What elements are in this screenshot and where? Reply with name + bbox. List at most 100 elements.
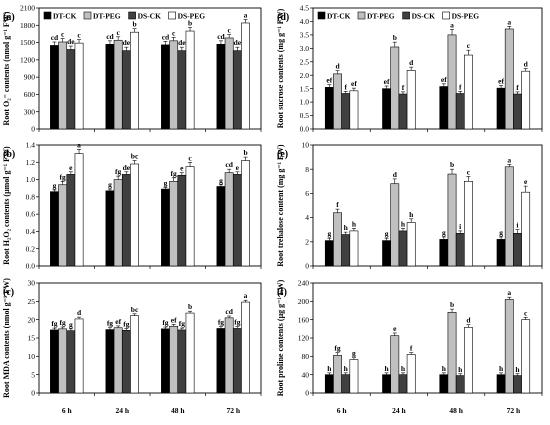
y-tick-label: 25 [28,297,36,306]
significance-letter: e [180,164,184,173]
significance-letter: h [352,219,357,228]
bar-ds-peg [241,22,250,130]
bar-dt-ck [439,374,449,394]
y-tick-label: 2.0 [300,71,310,80]
significance-letter: f [516,83,519,92]
significance-letter: fg [234,318,240,327]
significance-letter: c [116,28,120,37]
significance-letter: ef [351,79,357,88]
bar-dt-peg [390,335,400,394]
legend-swatch [83,11,92,20]
y-tick-label: 120 [298,334,310,343]
bar-ds-peg [241,301,250,394]
x-axis-left: 6 h 24 h 48 h 72 h [62,406,241,415]
bar-dt-peg [113,39,123,130]
significance-letter: fg [107,319,113,328]
significance-letter: h [401,364,406,373]
y-tick-label: 40 [302,370,310,379]
significance-letter: g [352,349,356,358]
bar-ds-ck [232,174,242,267]
y-tick-label: 20 [28,315,36,324]
y-tick-label: 0 [305,389,309,398]
bar-dt-peg [504,166,514,267]
bar-ds-peg [74,318,84,394]
y-tick-label: 2.5 [300,57,310,66]
y-tick-label: 1500 [20,38,35,47]
significance-letter: fg [171,169,177,178]
bar-ds-peg [185,312,195,394]
bar-ds-ck [398,93,408,130]
legend-swatch [402,11,410,20]
bar-ds-peg [464,54,473,130]
y-tick-label: 1.2 [26,158,36,167]
y-tick-label: 1.5 [300,84,310,93]
significance-letter: fg [218,318,224,327]
y-axis-label: Root sucrose contents (mg g⁻¹ FW) [276,8,285,128]
y-tick-label: 240 [298,279,310,288]
bar-ds-ck [455,93,465,130]
x-category-label: 24 h [115,406,129,415]
y-tick-label: 0.2 [26,244,36,253]
significance-letter: de [67,37,75,46]
bar-dt-peg [224,172,234,267]
significance-letter: c [227,26,231,35]
significance-letter: c [61,30,65,39]
y-tick-label: 300 [24,107,36,116]
bar-ds-peg [349,359,359,394]
y-tick-label: 1.0 [26,175,36,184]
y-tick-label: 3.5 [300,30,310,39]
significance-letter: f [410,344,413,353]
y-tick-label: 0 [31,389,35,398]
bar-ds-peg [521,70,531,130]
y-tick-label: 200 [298,297,310,306]
bar-dt-peg [447,173,457,267]
significance-letter: d [393,170,398,179]
significance-letter: ef [441,75,447,84]
significance-letter: e [393,324,397,333]
bar-ds-ck [121,329,131,394]
x-category-label: 72 h [507,406,521,415]
significance-letter: fg [60,172,66,181]
y-tick-label: 10 [28,352,36,361]
x-axis-right: 6 h 24 h 48 h 72 h [337,406,521,415]
bar-dt-peg [58,41,68,130]
legend-label: DS-CK [412,12,436,21]
significance-letter: i [516,221,518,230]
significance-letter: b [393,33,397,42]
bar-dt-peg [58,184,68,267]
significance-letter: c [188,153,192,162]
bar-dt-peg [113,179,123,267]
y-tick-label: 1.0 [300,98,310,107]
significance-letter: ef [326,76,332,85]
bar-dt-ck [105,329,115,394]
significance-letter: a [507,155,511,164]
bar-ds-ck [513,93,522,130]
y-tick-label: 5 [31,370,35,379]
significance-letter: c [524,308,528,317]
legend-label: DT-PEG [367,12,395,21]
significance-letter: h [327,364,332,373]
bar-dt-ck [496,374,506,394]
y-tick-label: 0.0 [300,125,310,134]
x-category-label: 72 h [226,406,240,415]
legend: DT-CK DT-PEG DS-CK DS-PEG [43,11,205,21]
significance-letter: b [450,160,454,169]
bar-ds-ck [398,230,408,267]
legend-swatch [357,11,366,20]
panel-label: (d) [277,12,289,23]
bar-ds-peg [406,222,416,267]
significance-letter: d [409,58,414,67]
bar-ds-ck [341,93,351,130]
bar-ds-ck [121,50,131,130]
y-tick-label: 900 [24,73,36,82]
panel-label: (a) [3,12,15,23]
legend-label: DS-CK [138,12,162,21]
x-category-label: 6 h [62,406,73,415]
significance-letter: h [344,223,349,232]
y-tick-label: 0.0 [26,262,36,271]
bar-dt-peg [390,183,400,267]
